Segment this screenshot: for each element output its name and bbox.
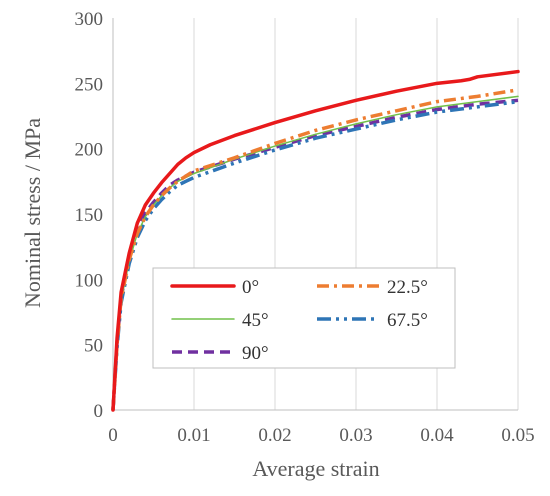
y-tick-label: 100 — [75, 270, 104, 291]
x-tick-label: 0.04 — [420, 425, 454, 446]
legend-label-2: 45° — [242, 310, 269, 331]
axes — [112, 18, 518, 411]
x-axis-title: Average strain — [252, 456, 379, 481]
series-line-0 — [111, 69, 520, 412]
series-line-4 — [111, 98, 519, 411]
legend-label-4: 90° — [242, 343, 269, 364]
x-tick-label: 0.05 — [501, 425, 534, 446]
y-tick-label: 50 — [84, 336, 103, 357]
x-tick-label: 0.02 — [258, 425, 291, 446]
series-line-1 — [111, 88, 519, 411]
y-axis-title: Nominal stress / MPa — [20, 118, 45, 308]
legend-label-0: 0° — [242, 277, 259, 298]
legend: 0° 22.5° 45° 67.5° 90° — [152, 267, 456, 369]
series-lines — [111, 69, 520, 412]
tick-labels: 0 0.01 0.02 0.03 0.04 0.05 0 50 100 150 200 250 300 — [75, 9, 535, 446]
y-tick-label: 300 — [75, 9, 104, 30]
y-tick-label: 150 — [75, 205, 104, 226]
y-tick-label: 250 — [75, 74, 104, 95]
y-tick-label: 0 — [94, 401, 104, 422]
legend-label-1: 22.5° — [387, 277, 428, 298]
x-tick-label: 0.03 — [339, 425, 372, 446]
y-tick-label: 200 — [75, 140, 104, 161]
x-tick-label: 0.01 — [177, 425, 210, 446]
legend-label-3: 67.5° — [387, 310, 428, 331]
x-tick-label: 0 — [108, 425, 118, 446]
